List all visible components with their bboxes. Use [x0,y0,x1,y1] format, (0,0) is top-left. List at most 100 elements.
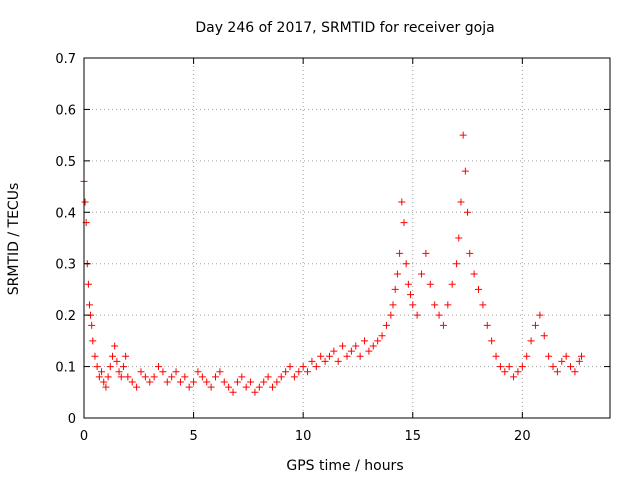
data-point [185,383,193,391]
data-point [378,332,386,340]
data-point [141,373,149,381]
data-point [464,208,472,216]
data-point [404,280,412,288]
data-point [251,388,259,396]
data-point [122,352,130,360]
data-point [356,352,364,360]
data-point [88,321,96,329]
y-tick-label: 0.7 [55,52,76,67]
data-point [159,368,167,376]
data-point [426,280,434,288]
data-point [238,373,246,381]
data-point [106,363,114,371]
data-point [308,357,316,365]
data-point [461,167,469,175]
data-point [510,373,518,381]
data-point [89,337,97,345]
data-point [247,378,255,386]
y-tick-label: 0 [68,412,76,427]
data-point [117,373,125,381]
data-point [84,280,92,288]
y-axis-title: SRMTID / TECUs [6,183,22,296]
data-point [518,363,526,371]
data-point [413,311,421,319]
data-point [374,337,382,345]
data-point [567,363,575,371]
data-point [418,270,426,278]
x-tick-label: 20 [514,429,531,444]
grid-lines [84,58,610,418]
data-point [176,378,184,386]
data-point [194,368,202,376]
y-axis-ticks: 0 0.1 0.2 0.3 0.4 0.5 0.6 0.7 [55,52,610,427]
data-point [496,363,504,371]
data-point [361,337,369,345]
data-point [527,337,535,345]
data-point [393,270,401,278]
data-point [453,260,461,268]
data-point [553,368,561,376]
data-point [85,301,93,309]
y-tick-label: 0.2 [55,309,76,324]
data-point [146,378,154,386]
data-point [334,357,342,365]
data-point [347,347,355,355]
data-point [207,383,215,391]
data-point [113,357,121,365]
data-point [273,378,281,386]
data-point [422,249,430,257]
data-point [536,311,544,319]
data-point [448,280,456,288]
data-point [124,373,132,381]
data-point [540,332,548,340]
data-point [290,373,298,381]
data-point [286,363,294,371]
data-point [172,368,180,376]
data-point [439,321,447,329]
data-point [91,352,99,360]
data-point [330,347,338,355]
data-point [299,363,307,371]
data-point [325,352,333,360]
data-point [321,357,329,365]
data-point [575,357,583,365]
data-point [479,301,487,309]
data-point [104,373,112,381]
data-point [455,234,463,242]
y-tick-label: 0.6 [55,103,76,118]
data-point [369,342,377,350]
data-point [100,378,108,386]
data-point [150,373,158,381]
y-tick-label: 0.4 [55,206,76,221]
data-point [444,301,452,309]
data-point [343,352,351,360]
chart-title: Day 246 of 2017, SRMTID for receiver goj… [195,20,494,36]
data-point [295,368,303,376]
data-point [282,368,290,376]
data-point [459,131,467,139]
data-point [431,301,439,309]
x-tick-label: 5 [189,429,197,444]
x-tick-label: 15 [404,429,421,444]
data-point [339,342,347,350]
data-point [304,368,312,376]
y-tick-label: 0.3 [55,258,76,273]
data-point [558,357,566,365]
x-tick-label: 10 [295,429,312,444]
data-point [457,198,465,206]
data-point [365,347,373,355]
data-point [488,337,496,345]
data-point [133,383,141,391]
data-point [277,373,285,381]
data-point [400,219,408,227]
data-point [382,321,390,329]
data-point [190,378,198,386]
data-point [483,321,491,329]
data-point [229,388,237,396]
y-tick-label: 0.1 [55,361,76,376]
data-point [102,383,110,391]
data-point [198,373,206,381]
data-point [466,249,474,257]
data-point [352,342,360,350]
